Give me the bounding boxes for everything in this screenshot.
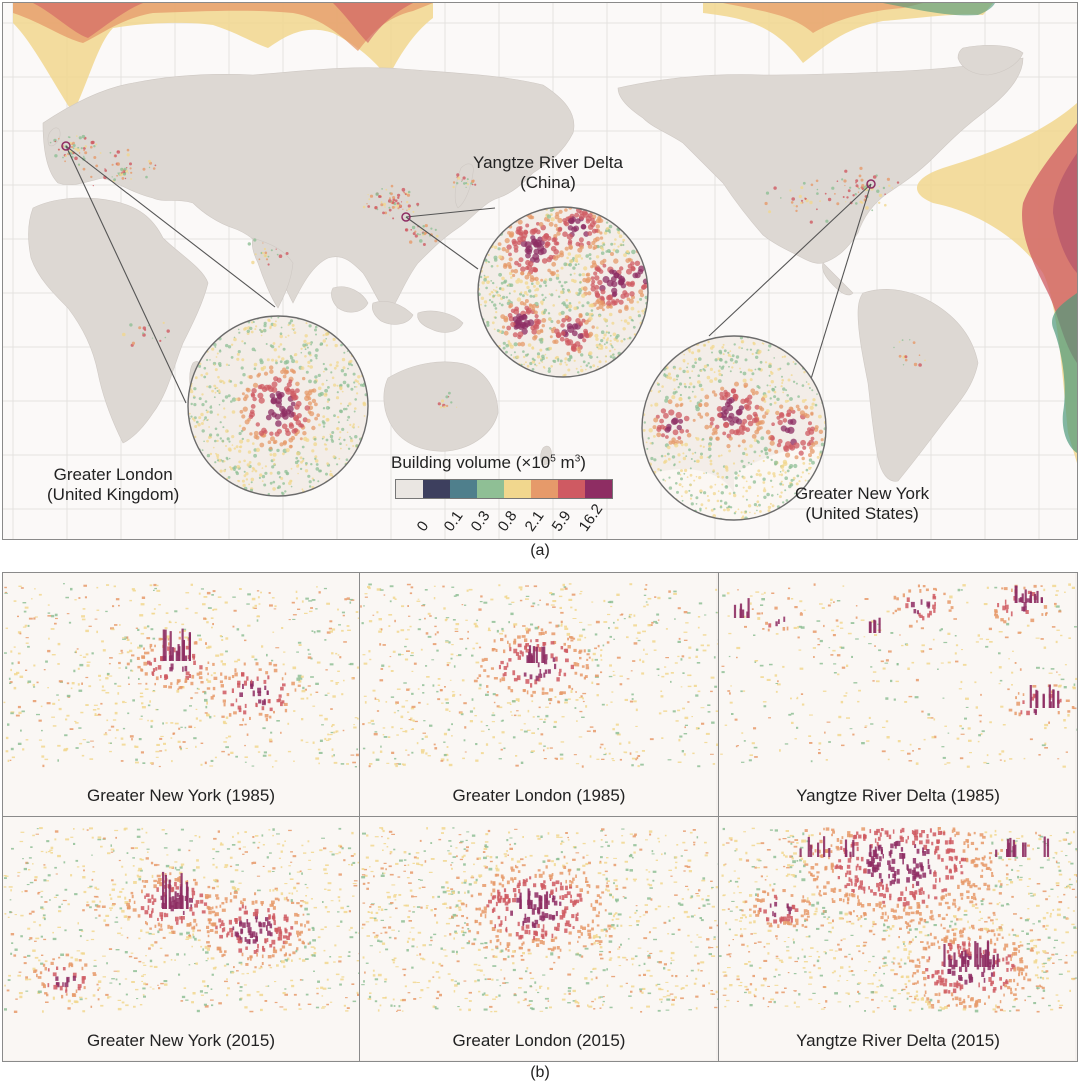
tile-label: Greater London (1985) xyxy=(452,786,626,805)
label-yangtze-name: Yangtze River Delta xyxy=(473,153,623,172)
tile-label: Yangtze River Delta (2015) xyxy=(796,1031,1000,1050)
caption-b: (b) xyxy=(530,1064,550,1081)
legend-swatch xyxy=(531,480,558,498)
divider xyxy=(718,573,719,1061)
label-london-name: Greater London xyxy=(53,465,173,484)
greenland xyxy=(957,44,1024,76)
tile-london-2015: Greater London (2015) xyxy=(360,817,718,1061)
japan xyxy=(454,163,474,209)
legend-swatch xyxy=(558,480,585,498)
legend-title-unit: m xyxy=(555,453,575,472)
tile-label: Greater New York (1985) xyxy=(86,786,276,805)
india xyxy=(251,237,294,309)
tile-label: Greater New York (2015) xyxy=(86,1031,276,1050)
legend-swatch xyxy=(477,480,504,498)
legend-tick-label: 5.9 xyxy=(548,507,575,535)
legend-title-text: Building volume (×10 xyxy=(391,453,551,472)
label-yangtze: Yangtze River Delta (China) xyxy=(473,153,623,193)
legend-title-exp: 5 xyxy=(550,453,556,465)
top-marginal-distribution xyxy=(13,3,995,113)
legend-tick-label: 0.8 xyxy=(494,507,521,535)
south-america xyxy=(857,289,979,482)
tile-label: Yangtze River Delta (1985) xyxy=(796,786,1000,805)
legend-tick-label: 2.1 xyxy=(521,507,548,535)
tile-label: Greater London (2015) xyxy=(452,1031,626,1050)
tile-yangtze-1985: Yangtze River Delta (1985) xyxy=(719,573,1077,816)
zoom-circle-yangtze xyxy=(477,206,649,378)
label-new-york-country: (United States) xyxy=(805,504,919,523)
legend-tick-label: 0.3 xyxy=(467,507,494,535)
zoom-circle-london xyxy=(187,315,369,497)
legend-swatch xyxy=(585,480,612,498)
legend-swatch xyxy=(450,480,477,498)
tile-new-york-2015: Greater New York (2015) xyxy=(3,817,359,1061)
location-markers xyxy=(61,141,876,222)
label-london: Greater London (United Kingdom) xyxy=(47,465,179,505)
africa xyxy=(28,197,209,444)
legend-swatch xyxy=(504,480,531,498)
divider xyxy=(3,816,1077,817)
legend-swatch xyxy=(396,480,423,498)
united-kingdom xyxy=(47,127,61,147)
world-map-panel: Yangtze River Delta (China) Greater Lond… xyxy=(2,2,1078,540)
building-3d-panel: Greater New York (1985) Greater London (… xyxy=(2,572,1078,1062)
tile-yangtze-2015: Yangtze River Delta (2015) xyxy=(719,817,1077,1061)
legend-swatch xyxy=(423,480,450,498)
legend-tick-label: 0 xyxy=(413,518,433,535)
legend-tick-label: 16.2 xyxy=(575,500,607,535)
building-hotspots xyxy=(49,134,926,409)
label-yangtze-country: (China) xyxy=(520,173,576,192)
right-marginal-distribution xyxy=(916,103,1077,463)
world-map xyxy=(3,3,1077,539)
tile-new-york-1985: Greater New York (1985) xyxy=(3,573,359,816)
tile-london-1985: Greater London (1985) xyxy=(360,573,718,816)
label-new-york-name: Greater New York xyxy=(795,484,930,503)
leader-lines xyxy=(65,145,872,404)
legend-title-close: ) xyxy=(580,453,586,472)
caption-a: (a) xyxy=(530,542,550,559)
land-masses xyxy=(28,44,1024,482)
label-london-country: (United Kingdom) xyxy=(47,485,180,504)
legend-title: Building volume (×105 m3) xyxy=(391,453,586,473)
legend-tick-label: 0.1 xyxy=(440,507,467,535)
north-america xyxy=(617,57,1024,264)
label-new-york: Greater New York (United States) xyxy=(795,484,929,524)
eurasia xyxy=(42,67,575,314)
legend-title-unit-exp: 3 xyxy=(574,453,581,465)
legend-colorbar xyxy=(395,479,613,499)
divider xyxy=(359,573,360,1061)
legend-ticks: 0 0.1 0.3 0.8 2.1 5.9 16.2 xyxy=(395,499,635,539)
